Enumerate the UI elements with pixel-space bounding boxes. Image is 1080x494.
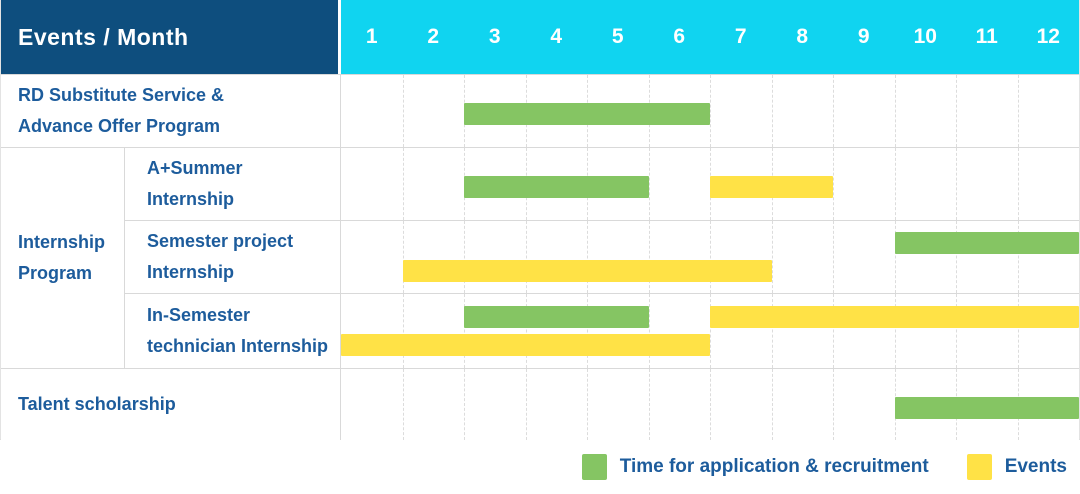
legend-item-application-recruitment: Time for application & recruitment [581,454,929,480]
month-gridline [587,221,588,293]
legend-label-events: Events [1004,456,1067,477]
month-gridline [525,294,527,368]
month-gridline [710,75,711,147]
month-header-4: 4 [550,25,563,48]
month-gridline [648,148,650,220]
gantt-bar-green [894,232,1079,254]
legend-item-events: Events [966,454,1067,480]
gantt-bar-yellow [402,260,772,282]
row-label-talent-scholarship: Talent scholarship [1,368,341,440]
month-gridline [956,221,957,293]
month-gridline [402,294,404,368]
month-gridline [1017,221,1019,293]
month-gridline [1017,294,1019,368]
gantt-bar-yellow [341,334,710,356]
month-gridline [710,294,711,368]
row-label-in-semester-technician-internship: In-Semester technician Internship [125,293,341,368]
gantt-bar-green [464,176,649,198]
legend: Time for application & recruitment Event… [0,440,1080,494]
chart-row-talent-scholarship [341,368,1079,440]
month-gridline [771,221,773,293]
row-label-rd-substitute-service: RD Substitute Service & Advance Offer Pr… [1,74,341,147]
month-gridline [956,75,957,147]
month-gridline [894,294,896,368]
month-header-11: 11 [975,25,998,48]
month-gridline [833,294,834,368]
month-gridline [648,294,650,368]
row-label-semester-project-internship: Semester project Internship [125,220,341,293]
gantt-bar-yellow [710,176,833,198]
month-header-7: 7 [734,25,747,48]
month-header-1: 1 [365,25,378,48]
month-gridline [833,75,834,147]
gantt-bar-yellow [710,306,1079,328]
month-gridline [402,148,404,220]
chart-row-in-semester-technician-internship [341,293,1079,368]
month-gridline [648,369,650,440]
month-gridline [833,221,834,293]
month-header-2: 2 [427,25,440,48]
chart-row-rd-substitute-service [341,74,1079,147]
month-gridline [710,221,711,293]
month-gridline [771,369,773,440]
gantt-bar-green [464,103,710,125]
events-month-table: Events / Month 1 2 3 4 5 6 7 8 9 10 11 1… [0,0,1080,440]
month-header-5: 5 [611,25,624,48]
month-gridline [956,148,957,220]
table-header-title: Events / Month [1,0,341,74]
chart-row-a-plus-summer-internship [341,147,1079,220]
month-gridline [1017,75,1019,147]
month-header-3: 3 [488,25,501,48]
month-gridline [587,294,588,368]
month-gridline [1017,148,1019,220]
month-gridline [402,75,404,147]
header-title-text: Events / Month [18,23,189,50]
month-gridline [464,221,465,293]
month-gridline [894,75,896,147]
row-label-a-plus-summer-internship: A+Summer Internship [125,147,341,220]
month-gridline [648,221,650,293]
month-gridline [771,294,773,368]
month-header-12: 12 [1036,25,1060,48]
month-header-row: 1 2 3 4 5 6 7 8 9 10 11 12 [341,0,1079,74]
month-gridline [402,221,404,293]
month-header-9: 9 [857,25,870,48]
yellow-swatch-icon [966,454,992,480]
legend-label-application-recruitment: Time for application & recruitment [619,456,929,477]
gantt-bar-green [894,396,1079,419]
month-gridline [771,75,773,147]
gantt-bar-green [464,306,649,328]
month-gridline [894,221,896,293]
month-gridline [710,369,711,440]
month-gridline [956,294,957,368]
month-gridline [525,221,527,293]
month-header-10: 10 [913,25,937,48]
month-gridline [464,294,465,368]
month-gridline [464,369,465,440]
month-gridline [894,148,896,220]
chart-row-semester-project-internship [341,220,1079,293]
month-gridline [833,369,834,440]
group-label-internship-program: Internship Program [1,147,125,368]
month-gridline [833,148,834,220]
month-gridline [587,369,588,440]
month-gridline [402,369,404,440]
month-header-8: 8 [796,25,809,48]
month-header-6: 6 [673,25,686,48]
month-gridline [525,369,527,440]
green-swatch-icon [581,454,607,480]
